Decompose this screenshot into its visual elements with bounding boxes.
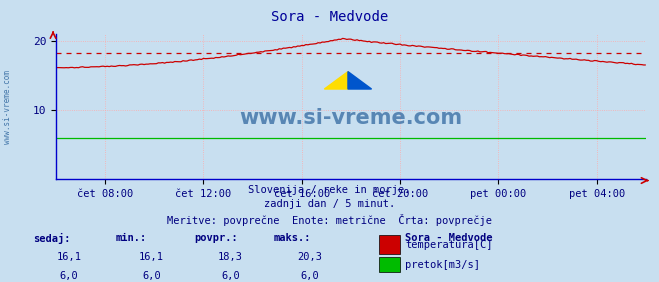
Text: 6,0: 6,0 [60,271,78,281]
Text: 18,3: 18,3 [218,252,243,262]
Text: 6,0: 6,0 [221,271,240,281]
Polygon shape [324,72,348,89]
Text: www.si-vreme.com: www.si-vreme.com [3,70,13,144]
Text: 16,1: 16,1 [57,252,82,262]
Text: zadnji dan / 5 minut.: zadnji dan / 5 minut. [264,199,395,209]
Text: 16,1: 16,1 [139,252,164,262]
Text: temperatura[C]: temperatura[C] [405,240,493,250]
Text: 20,3: 20,3 [297,252,322,262]
Text: Slovenija / reke in morje.: Slovenija / reke in morje. [248,185,411,195]
Text: sedaj:: sedaj: [33,233,71,244]
Text: min.:: min.: [115,233,146,243]
Text: Meritve: povprečne  Enote: metrične  Črta: povprečje: Meritve: povprečne Enote: metrične Črta:… [167,214,492,226]
Text: 6,0: 6,0 [142,271,161,281]
Text: www.si-vreme.com: www.si-vreme.com [239,108,463,128]
Text: Sora - Medvode: Sora - Medvode [405,233,493,243]
Text: pretok[m3/s]: pretok[m3/s] [405,259,480,270]
Text: Sora - Medvode: Sora - Medvode [271,10,388,24]
Text: maks.:: maks.: [273,233,311,243]
Polygon shape [348,72,372,89]
Text: 6,0: 6,0 [301,271,319,281]
Text: povpr.:: povpr.: [194,233,238,243]
